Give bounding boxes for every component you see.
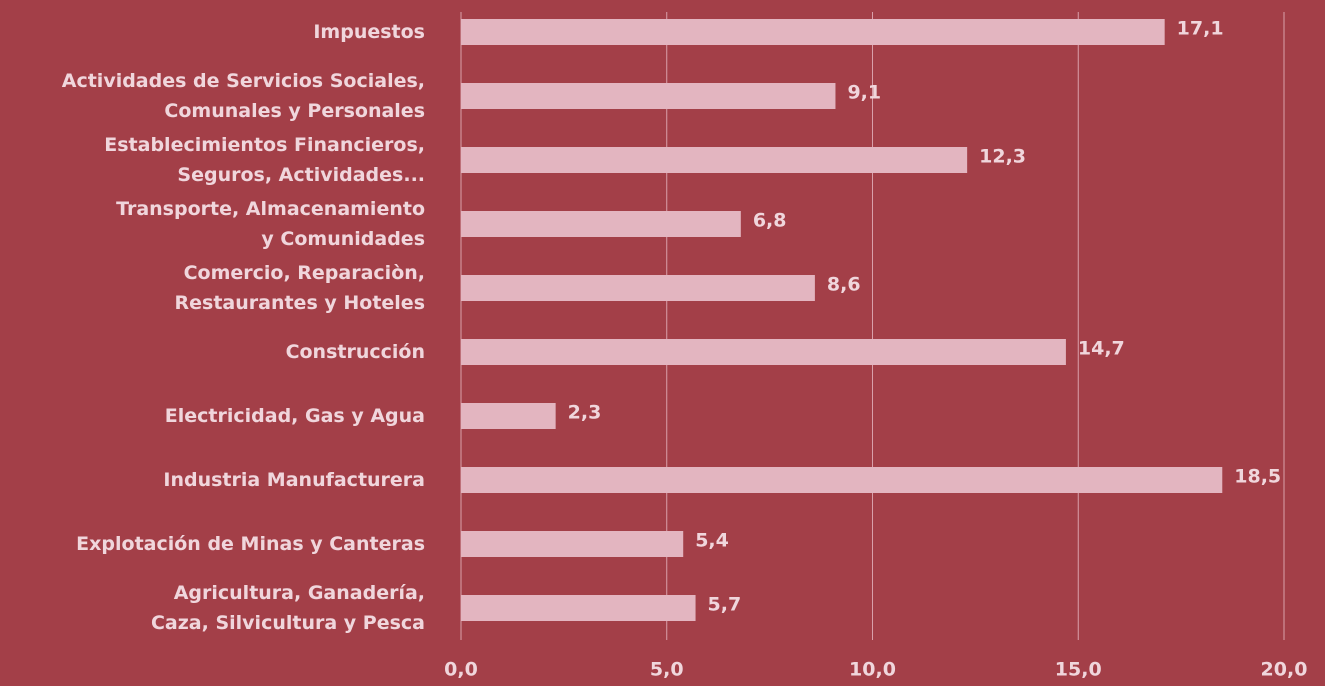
bar bbox=[461, 19, 1165, 45]
y-tick-label: Electricidad, Gas y Agua bbox=[164, 405, 425, 427]
y-tick-label: Agricultura, Ganadería, Caza, Silvicultu… bbox=[150, 582, 425, 634]
x-tick-label: 15,0 bbox=[1055, 659, 1102, 681]
data-label: 9,1 bbox=[847, 82, 881, 104]
data-label: 6,8 bbox=[753, 210, 787, 232]
data-label: 17,1 bbox=[1177, 18, 1224, 40]
y-tick-label: Explotación de Minas y Canteras bbox=[76, 533, 425, 555]
y-tick-label: Construcción bbox=[285, 341, 425, 363]
bar bbox=[461, 403, 556, 429]
y-tick-label: Transporte, Almacenamiento y Comunidades bbox=[116, 198, 425, 250]
bar bbox=[461, 83, 836, 109]
bar bbox=[461, 275, 815, 301]
x-tick-label: 5,0 bbox=[650, 659, 684, 681]
y-tick-label: Impuestos bbox=[313, 21, 425, 43]
data-label: 2,3 bbox=[568, 402, 602, 424]
bar bbox=[461, 531, 684, 557]
data-label: 18,5 bbox=[1234, 466, 1281, 488]
x-tick-label: 10,0 bbox=[849, 659, 896, 681]
data-label: 12,3 bbox=[979, 146, 1026, 168]
data-label: 8,6 bbox=[827, 274, 861, 296]
x-tick-label: 20,0 bbox=[1261, 659, 1308, 681]
bar bbox=[461, 467, 1223, 493]
y-tick-label: Comercio, Reparaciòn, Restaurantes y Hot… bbox=[174, 262, 426, 314]
data-label: 5,4 bbox=[695, 530, 729, 552]
data-label: 14,7 bbox=[1078, 338, 1125, 360]
bar bbox=[461, 147, 968, 173]
y-tick-label: Actividades de Servicios Sociales, Comun… bbox=[61, 70, 425, 122]
y-tick-label: Industria Manufacturera bbox=[163, 469, 425, 491]
y-tick-label: Establecimientos Financieros, Seguros, A… bbox=[104, 134, 425, 186]
bar bbox=[461, 211, 741, 237]
data-label: 5,7 bbox=[708, 594, 742, 616]
bar bbox=[461, 339, 1066, 365]
bar bbox=[461, 595, 696, 621]
x-tick-label: 0,0 bbox=[444, 659, 478, 681]
